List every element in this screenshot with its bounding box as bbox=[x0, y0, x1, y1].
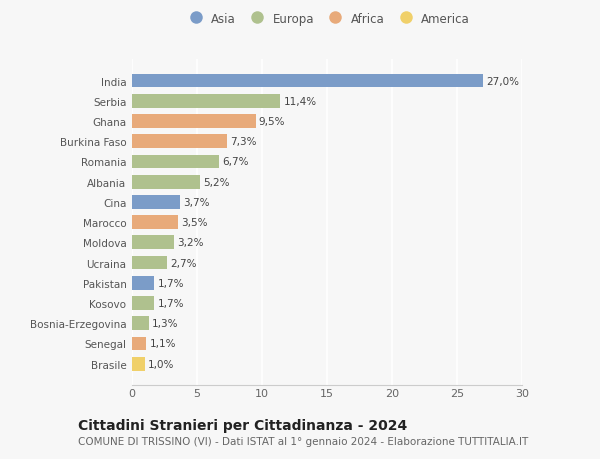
Text: 1,7%: 1,7% bbox=[157, 278, 184, 288]
Text: 2,7%: 2,7% bbox=[170, 258, 197, 268]
Text: 3,7%: 3,7% bbox=[184, 197, 210, 207]
Text: 5,2%: 5,2% bbox=[203, 177, 229, 187]
Text: 1,3%: 1,3% bbox=[152, 319, 179, 329]
Bar bbox=[132, 317, 149, 330]
Text: 9,5%: 9,5% bbox=[259, 117, 285, 127]
Text: 3,2%: 3,2% bbox=[177, 238, 203, 248]
Bar bbox=[132, 256, 167, 270]
Text: 27,0%: 27,0% bbox=[486, 76, 519, 86]
Bar bbox=[132, 297, 154, 310]
Bar bbox=[132, 236, 173, 250]
Text: 1,7%: 1,7% bbox=[157, 298, 184, 308]
Bar bbox=[132, 74, 483, 88]
Bar bbox=[132, 175, 200, 189]
Bar bbox=[132, 155, 219, 169]
Bar bbox=[132, 216, 178, 230]
Text: 7,3%: 7,3% bbox=[230, 137, 257, 147]
Bar bbox=[132, 196, 180, 209]
Text: 6,7%: 6,7% bbox=[223, 157, 249, 167]
Text: 1,0%: 1,0% bbox=[148, 359, 175, 369]
Bar bbox=[132, 337, 146, 351]
Bar bbox=[132, 135, 227, 149]
Bar bbox=[132, 276, 154, 290]
Legend: Asia, Europa, Africa, America: Asia, Europa, Africa, America bbox=[182, 10, 472, 28]
Text: 1,1%: 1,1% bbox=[149, 339, 176, 349]
Bar bbox=[132, 115, 256, 129]
Text: 11,4%: 11,4% bbox=[283, 96, 317, 106]
Text: Cittadini Stranieri per Cittadinanza - 2024: Cittadini Stranieri per Cittadinanza - 2… bbox=[78, 418, 407, 432]
Text: 3,5%: 3,5% bbox=[181, 218, 207, 228]
Text: COMUNE DI TRISSINO (VI) - Dati ISTAT al 1° gennaio 2024 - Elaborazione TUTTITALI: COMUNE DI TRISSINO (VI) - Dati ISTAT al … bbox=[78, 437, 528, 446]
Bar bbox=[132, 95, 280, 108]
Bar bbox=[132, 357, 145, 371]
